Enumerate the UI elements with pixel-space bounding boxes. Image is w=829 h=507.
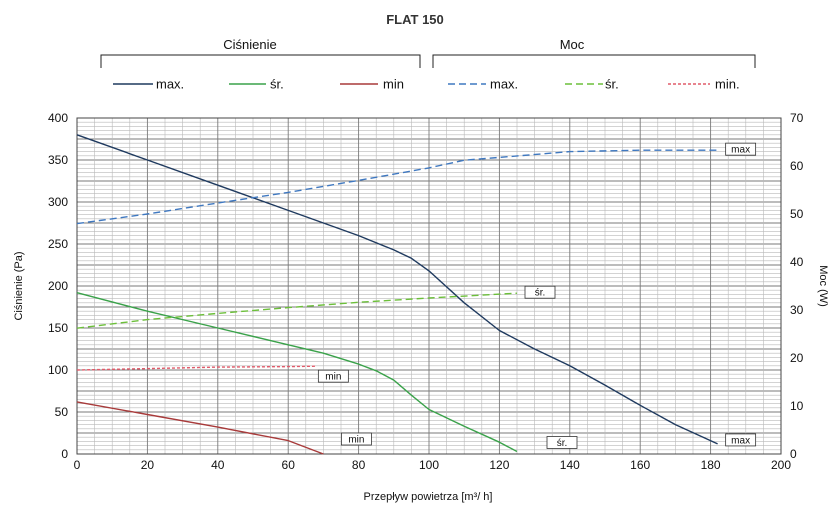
y-tick-label: 150 [48,321,68,335]
annotation-label: śr. [557,438,568,449]
annotation-label: śr. [535,288,546,299]
annotation-label: max [731,435,750,446]
y-tick-label: 400 [48,111,68,125]
annotation-box: min [340,432,372,446]
y2-tick-label: 50 [790,207,804,221]
tick-labels: 0 20 40 60 80 100 120 140 160 180 2000501001502002… [48,111,804,472]
series-lines [76,134,718,455]
annotation-frame [340,432,372,446]
legend-label: max. [490,77,518,92]
y-tick-label: 0 [61,447,68,461]
x-tick-label: 120 [489,458,509,472]
series-line [76,365,317,371]
y-tick-label: 200 [48,279,68,293]
x-tick-label: 160 [630,458,650,472]
annotation-box: min [317,369,349,383]
y2-axis-label: Moc (W) [817,265,829,307]
y2-tick-label: 30 [790,303,804,317]
legend-label: min. [715,77,740,92]
y-axis-label: Ciśnienie (Pa) [13,251,25,320]
annotation-box: śr. [524,285,556,299]
annotation-frame [546,436,578,449]
y-tick-label: 250 [48,237,68,251]
x-tick-label: 20 [141,458,155,472]
chart-title: FLAT 150 [386,12,444,27]
y-tick-label: 300 [48,195,68,209]
annotation-frame [317,369,349,383]
annotation-box: max [725,142,757,156]
plot-frame [76,117,782,455]
y2-tick-label: 70 [790,111,804,125]
bracket-power [432,54,756,68]
legend-label: max. [156,77,184,92]
annotation-label: min [348,435,364,446]
x-tick-label: 80 [352,458,366,472]
x-axis-label: Przepływ powietrza [m³/ h] [364,491,493,503]
legend: max. śr. min max. śr. min. [113,77,740,92]
x-tick-label: 0 [74,458,81,472]
y2-tick-label: 0 [790,447,797,461]
annotation-label: max [731,145,750,156]
y-tick-label: 50 [55,405,69,419]
y-tick-label: 350 [48,153,68,167]
y2-tick-label: 60 [790,159,804,173]
series-line [76,401,324,455]
bracket-pressure [100,54,421,68]
group-label-power: Moc [560,37,585,52]
annotation-label: min [325,372,341,383]
y2-tick-label: 20 [790,351,804,365]
annotations: max śr. min max śr. min [317,142,757,449]
grid [77,118,781,454]
x-tick-label: 40 [211,458,225,472]
group-label-pressure: Ciśnienie [223,37,276,52]
annotation-box: max [725,433,757,447]
annotation-frame [725,142,757,156]
x-tick-label: 60 [282,458,296,472]
legend-label: śr. [605,77,619,92]
x-tick-label: 140 [560,458,580,472]
annotation-frame [725,433,757,447]
series-line [76,292,518,329]
x-tick-label: 200 [771,458,791,472]
series-line [76,292,518,453]
y-tick-label: 100 [48,363,68,377]
axes [76,117,782,455]
y2-tick-label: 10 [790,399,804,413]
legend-label: śr. [270,77,284,92]
x-tick-label: 180 [701,458,721,472]
legend-label: min [383,77,404,92]
annotation-frame [524,285,556,299]
x-tick-label: 100 [419,458,439,472]
series-line [76,149,718,225]
y2-tick-label: 40 [790,255,804,269]
annotation-box: śr. [546,436,578,449]
